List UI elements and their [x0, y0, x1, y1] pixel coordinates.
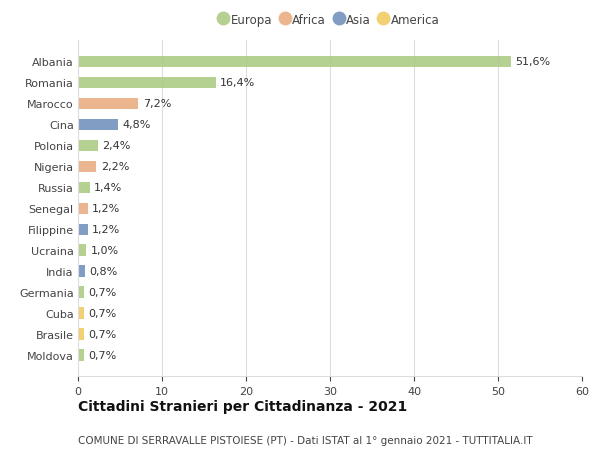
Text: 0,7%: 0,7%	[88, 350, 116, 360]
Bar	[78, 224, 88, 235]
Bar	[78, 329, 84, 340]
Bar	[78, 119, 118, 131]
Text: 0,7%: 0,7%	[88, 288, 116, 297]
Text: 1,2%: 1,2%	[92, 225, 121, 235]
Bar	[78, 203, 88, 215]
Text: 51,6%: 51,6%	[515, 57, 551, 67]
Bar	[78, 78, 216, 89]
Text: 16,4%: 16,4%	[220, 78, 255, 88]
Text: 0,8%: 0,8%	[89, 267, 117, 277]
Text: 0,7%: 0,7%	[88, 330, 116, 340]
Bar	[78, 98, 139, 110]
Text: 0,7%: 0,7%	[88, 308, 116, 319]
Bar	[78, 140, 98, 152]
Legend: Europa, Africa, Asia, America: Europa, Africa, Asia, America	[217, 11, 443, 30]
Bar	[78, 308, 84, 319]
Bar	[78, 266, 85, 277]
Bar	[78, 161, 97, 173]
Bar	[78, 56, 511, 68]
Text: 4,8%: 4,8%	[122, 120, 151, 130]
Text: 1,4%: 1,4%	[94, 183, 122, 193]
Text: 2,4%: 2,4%	[103, 141, 131, 151]
Text: 7,2%: 7,2%	[143, 99, 171, 109]
Bar	[78, 245, 86, 257]
Text: 1,2%: 1,2%	[92, 204, 121, 214]
Bar	[78, 350, 84, 361]
Text: 2,2%: 2,2%	[101, 162, 129, 172]
Bar	[78, 182, 90, 194]
Bar	[78, 287, 84, 298]
Text: COMUNE DI SERRAVALLE PISTOIESE (PT) - Dati ISTAT al 1° gennaio 2021 - TUTTITALIA: COMUNE DI SERRAVALLE PISTOIESE (PT) - Da…	[78, 435, 533, 445]
Text: 1,0%: 1,0%	[91, 246, 119, 256]
Text: Cittadini Stranieri per Cittadinanza - 2021: Cittadini Stranieri per Cittadinanza - 2…	[78, 399, 407, 413]
